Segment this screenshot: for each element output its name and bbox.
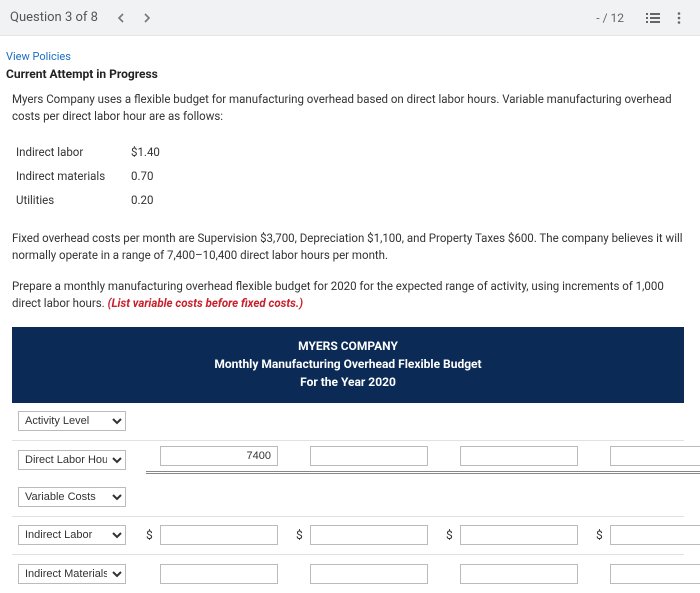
budget-title-banner: MYERS COMPANY Monthly Manufacturing Over… xyxy=(12,327,684,403)
cost-row: Indirect labor$1.40 xyxy=(16,140,690,164)
il-input-4[interactable] xyxy=(610,525,700,545)
variable-cost-list: Indirect labor$1.40 Indirect materials0.… xyxy=(6,140,690,212)
il-input-3[interactable] xyxy=(460,525,578,545)
variable-costs-select[interactable]: Variable Costs xyxy=(18,487,126,507)
row-variable-costs: Variable Costs xyxy=(12,479,684,517)
indirect-materials-select[interactable]: Indirect Materials xyxy=(18,564,126,584)
dlh-input-1[interactable] xyxy=(160,446,278,466)
im-input-3[interactable] xyxy=(460,564,578,584)
budget-sheet: Activity Level Direct Labor Hours Variab… xyxy=(12,403,684,593)
banner-title: Monthly Manufacturing Overhead Flexible … xyxy=(12,355,684,373)
im-input-1[interactable] xyxy=(160,564,278,584)
im-input-2[interactable] xyxy=(310,564,428,584)
banner-year: For the Year 2020 xyxy=(12,373,684,391)
row-activity-level: Activity Level xyxy=(12,403,684,441)
row-indirect-labor: Indirect Labor $ $ $ $ xyxy=(12,517,684,555)
il-input-2[interactable] xyxy=(310,525,428,545)
dlh-input-2[interactable] xyxy=(310,446,428,466)
dollar-sign: $ xyxy=(146,528,160,542)
il-input-1[interactable] xyxy=(160,525,278,545)
activity-level-select[interactable]: Activity Level xyxy=(18,411,126,431)
question-topbar: Question 3 of 8 - / 12 xyxy=(0,0,700,36)
dollar-sign: $ xyxy=(446,528,460,542)
attempt-status-title: Current Attempt in Progress xyxy=(6,67,690,81)
indirect-labor-select[interactable]: Indirect Labor xyxy=(18,525,126,545)
im-input-4[interactable] xyxy=(610,564,700,584)
dlh-input-3[interactable] xyxy=(460,446,578,466)
prev-question-button[interactable] xyxy=(112,8,132,28)
score-display: - / 12 xyxy=(596,11,624,25)
fixed-overhead-paragraph: Fixed overhead costs per month are Super… xyxy=(6,230,690,265)
instruction-hint: (List variable costs before fixed costs.… xyxy=(108,296,303,310)
view-policies-link[interactable]: View Policies xyxy=(6,50,71,63)
dollar-sign: $ xyxy=(296,528,310,542)
banner-company: MYERS COMPANY xyxy=(12,337,684,355)
intro-paragraph: Myers Company uses a flexible budget for… xyxy=(6,91,690,126)
row-indirect-materials: Indirect Materials xyxy=(12,555,684,593)
kebab-menu-icon[interactable] xyxy=(668,7,690,29)
cost-row: Indirect materials0.70 xyxy=(16,164,690,188)
row-direct-labor-hours: Direct Labor Hours xyxy=(12,441,684,479)
cost-row: Utilities0.20 xyxy=(16,188,690,212)
question-number: Question 3 of 8 xyxy=(10,10,98,25)
dlh-input-4[interactable] xyxy=(610,446,700,466)
list-icon[interactable] xyxy=(642,7,664,29)
instruction-paragraph: Prepare a monthly manufacturing overhead… xyxy=(6,278,690,313)
next-question-button[interactable] xyxy=(136,8,156,28)
dollar-sign: $ xyxy=(596,528,610,542)
dlh-select[interactable]: Direct Labor Hours xyxy=(18,450,126,470)
